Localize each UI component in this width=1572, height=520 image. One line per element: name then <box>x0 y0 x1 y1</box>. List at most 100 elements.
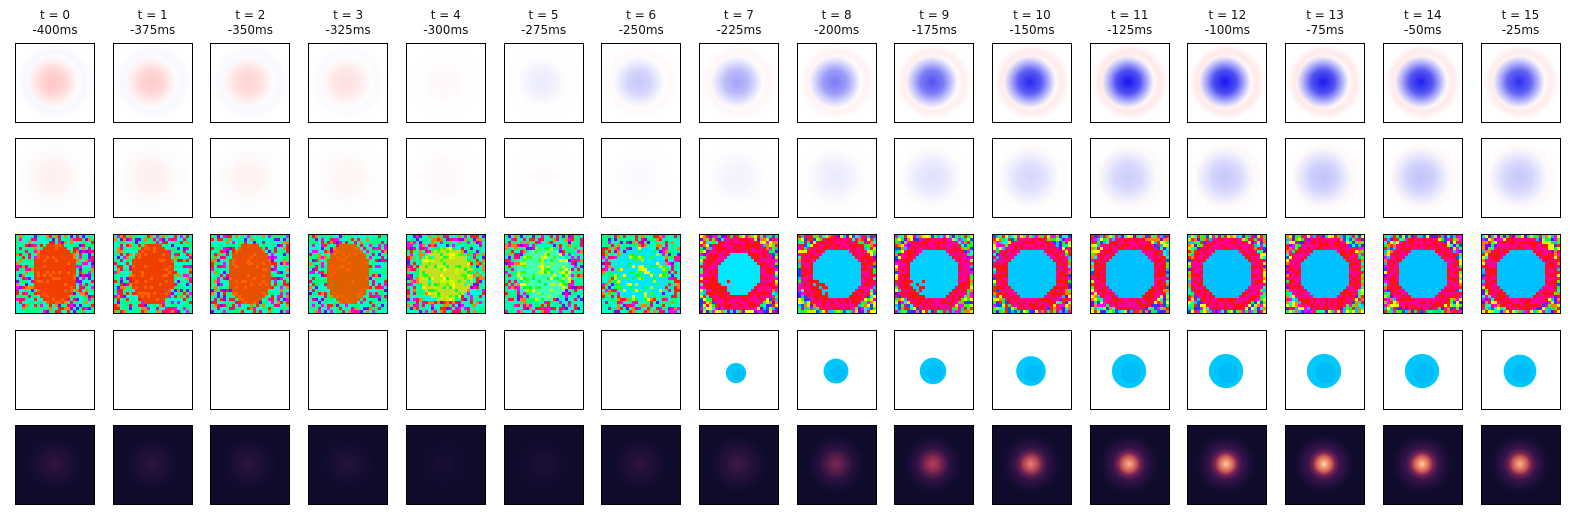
time-offset-label: -200ms <box>814 23 860 37</box>
heatmap-panel <box>698 138 779 218</box>
time-offset-label: -50ms <box>1404 23 1442 37</box>
heatmap-panel <box>1480 330 1561 410</box>
heatmap-panel <box>405 234 486 314</box>
heatmap-panel <box>112 330 193 410</box>
heatmap-image <box>113 44 192 122</box>
heatmap-image <box>406 235 485 313</box>
heatmap-panel <box>1285 138 1366 218</box>
column-title: t = 5 -275ms <box>494 8 594 38</box>
heatmap-panel <box>698 425 779 505</box>
heatmap-image <box>797 44 876 122</box>
heatmap-panel <box>698 43 779 123</box>
heatmap-panel <box>210 234 291 314</box>
frame-index-label: t = 7 <box>723 8 754 22</box>
frame-index-label: t = 8 <box>821 8 852 22</box>
heatmap-panel <box>796 330 877 410</box>
heatmap-image <box>993 139 1071 217</box>
heatmap-panel <box>992 330 1072 410</box>
heatmap-panel <box>503 43 584 123</box>
heatmap-panel <box>992 234 1072 314</box>
time-offset-label: -400ms <box>32 23 78 37</box>
heatmap-panel <box>308 330 389 410</box>
heatmap-panel <box>698 234 779 314</box>
heatmap-panel <box>112 43 193 123</box>
frame-index-label: t = 1 <box>137 8 168 22</box>
column-title: t = 2 -350ms <box>200 8 300 38</box>
heatmap-image <box>1383 139 1462 217</box>
heatmap-image <box>602 235 681 313</box>
heatmap-panel <box>15 425 95 505</box>
heatmap-panel <box>1089 425 1170 505</box>
heatmap-panel <box>210 330 291 410</box>
heatmap-image <box>504 235 583 313</box>
heatmap-image <box>1383 426 1462 504</box>
heatmap-image <box>1481 139 1560 217</box>
heatmap-panel <box>308 43 389 123</box>
heatmap-panel <box>503 234 584 314</box>
heatmap-image <box>504 139 583 217</box>
frame-index-label: t = 13 <box>1306 8 1344 22</box>
heatmap-image <box>699 139 778 217</box>
heatmap-image <box>1188 426 1267 504</box>
heatmap-image <box>16 139 94 217</box>
heatmap-image <box>113 139 192 217</box>
heatmap-image <box>1286 426 1365 504</box>
heatmap-image <box>699 426 778 504</box>
heatmap-panel <box>1480 234 1561 314</box>
heatmap-panel <box>15 43 95 123</box>
time-offset-label: -325ms <box>325 23 371 37</box>
time-offset-label: -175ms <box>911 23 957 37</box>
heatmap-panel <box>15 330 95 410</box>
heatmap-image <box>602 139 681 217</box>
heatmap-image <box>211 331 290 409</box>
heatmap-panel <box>15 138 95 218</box>
time-offset-label: -250ms <box>618 23 664 37</box>
heatmap-panel <box>1285 43 1366 123</box>
heatmap-image <box>699 331 778 409</box>
column-title: t = 14 -50ms <box>1373 8 1473 38</box>
time-offset-label: -150ms <box>1009 23 1055 37</box>
heatmap-panel <box>601 234 682 314</box>
heatmap-panel <box>1382 138 1463 218</box>
heatmap-image <box>16 426 94 504</box>
frame-index-label: t = 10 <box>1013 8 1051 22</box>
heatmap-panel <box>992 425 1072 505</box>
heatmap-image <box>309 331 388 409</box>
time-offset-label: -125ms <box>1107 23 1153 37</box>
heatmap-image <box>602 426 681 504</box>
heatmap-panel <box>1089 330 1170 410</box>
heatmap-image <box>1286 331 1365 409</box>
heatmap-image <box>504 44 583 122</box>
heatmap-image <box>797 139 876 217</box>
heatmap-image <box>895 426 974 504</box>
heatmap-panel <box>308 425 389 505</box>
heatmap-panel <box>308 234 389 314</box>
heatmap-panel <box>894 234 975 314</box>
column-title: t = 8 -200ms <box>787 8 887 38</box>
heatmap-image <box>699 44 778 122</box>
heatmap-panel <box>1382 330 1463 410</box>
heatmap-panel <box>796 138 877 218</box>
heatmap-image <box>602 44 681 122</box>
heatmap-panel <box>1187 330 1268 410</box>
heatmap-image <box>1188 139 1267 217</box>
time-offset-label: -275ms <box>520 23 567 37</box>
heatmap-image <box>113 235 192 313</box>
heatmap-panel <box>894 425 975 505</box>
heatmap-panel <box>992 43 1072 123</box>
heatmap-panel <box>1089 138 1170 218</box>
heatmap-image <box>16 331 94 409</box>
heatmap-image <box>993 426 1071 504</box>
heatmap-image <box>16 44 94 122</box>
time-offset-label: -375ms <box>130 23 176 37</box>
heatmap-panel <box>503 425 584 505</box>
heatmap-panel <box>796 43 877 123</box>
heatmap-image <box>113 331 192 409</box>
time-offset-label: -100ms <box>1204 23 1250 37</box>
heatmap-panel <box>894 330 975 410</box>
heatmap-panel <box>1382 43 1463 123</box>
heatmap-panel <box>1382 234 1463 314</box>
heatmap-panel <box>405 43 486 123</box>
heatmap-image <box>113 426 192 504</box>
heatmap-image <box>993 331 1071 409</box>
